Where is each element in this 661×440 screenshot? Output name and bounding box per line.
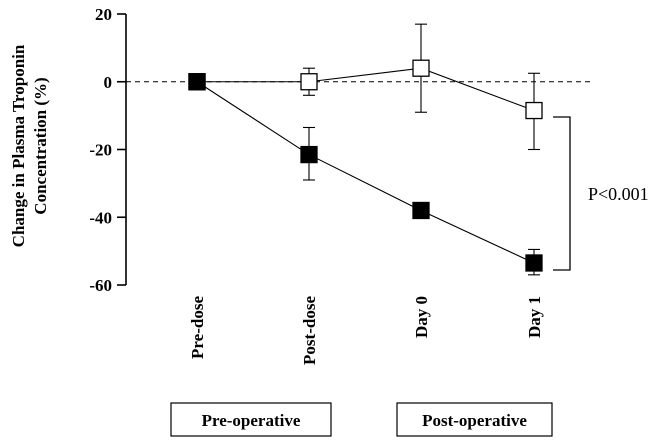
annotation-layer: P<0.001: [553, 116, 649, 271]
significance-bracket: [553, 116, 571, 271]
group-labels: Pre-operative Post-operative: [170, 402, 553, 437]
axes: 20 0 -20 -40 -60: [89, 5, 127, 295]
data-point: [300, 73, 318, 91]
category-label: Day 0: [412, 296, 431, 338]
y-tick-label: 0: [104, 73, 113, 92]
significance-annotation: P<0.001: [588, 184, 649, 204]
series-line: [197, 67, 535, 112]
category-label: Pre-dose: [188, 296, 207, 359]
data-point: [188, 73, 206, 91]
group-label-post-operative: Post-operative: [422, 411, 527, 430]
y-axis-title: Change in Plasma Troponin Concentration …: [9, 44, 50, 247]
series-line: [196, 81, 535, 264]
category-label: Day 1: [525, 296, 544, 338]
group-label-pre-operative: Pre-operative: [202, 411, 301, 430]
y-axis-title-line-1: Change in Plasma Troponin: [9, 44, 28, 247]
y-tick-label: -60: [89, 276, 112, 295]
group-box-pre-operative: [170, 402, 332, 437]
data-point: [412, 59, 430, 77]
series-open-square: [188, 23, 543, 151]
group-box-post-operative: [396, 402, 553, 437]
y-tick-label: 20: [95, 5, 112, 24]
series-filled-square: [188, 73, 543, 276]
data-point: [300, 145, 318, 164]
series-layer: [188, 23, 543, 276]
category-label: Post-dose: [300, 296, 319, 365]
y-axis-title-line-2: Concentration (%): [31, 77, 50, 214]
data-point: [525, 101, 543, 120]
data-point: [412, 201, 430, 220]
data-point: [525, 254, 543, 272]
y-tick-label: -20: [89, 141, 112, 160]
category-labels: Pre-dose Post-dose Day 0 Day 1: [188, 296, 544, 365]
y-tick-label: -40: [89, 208, 112, 227]
